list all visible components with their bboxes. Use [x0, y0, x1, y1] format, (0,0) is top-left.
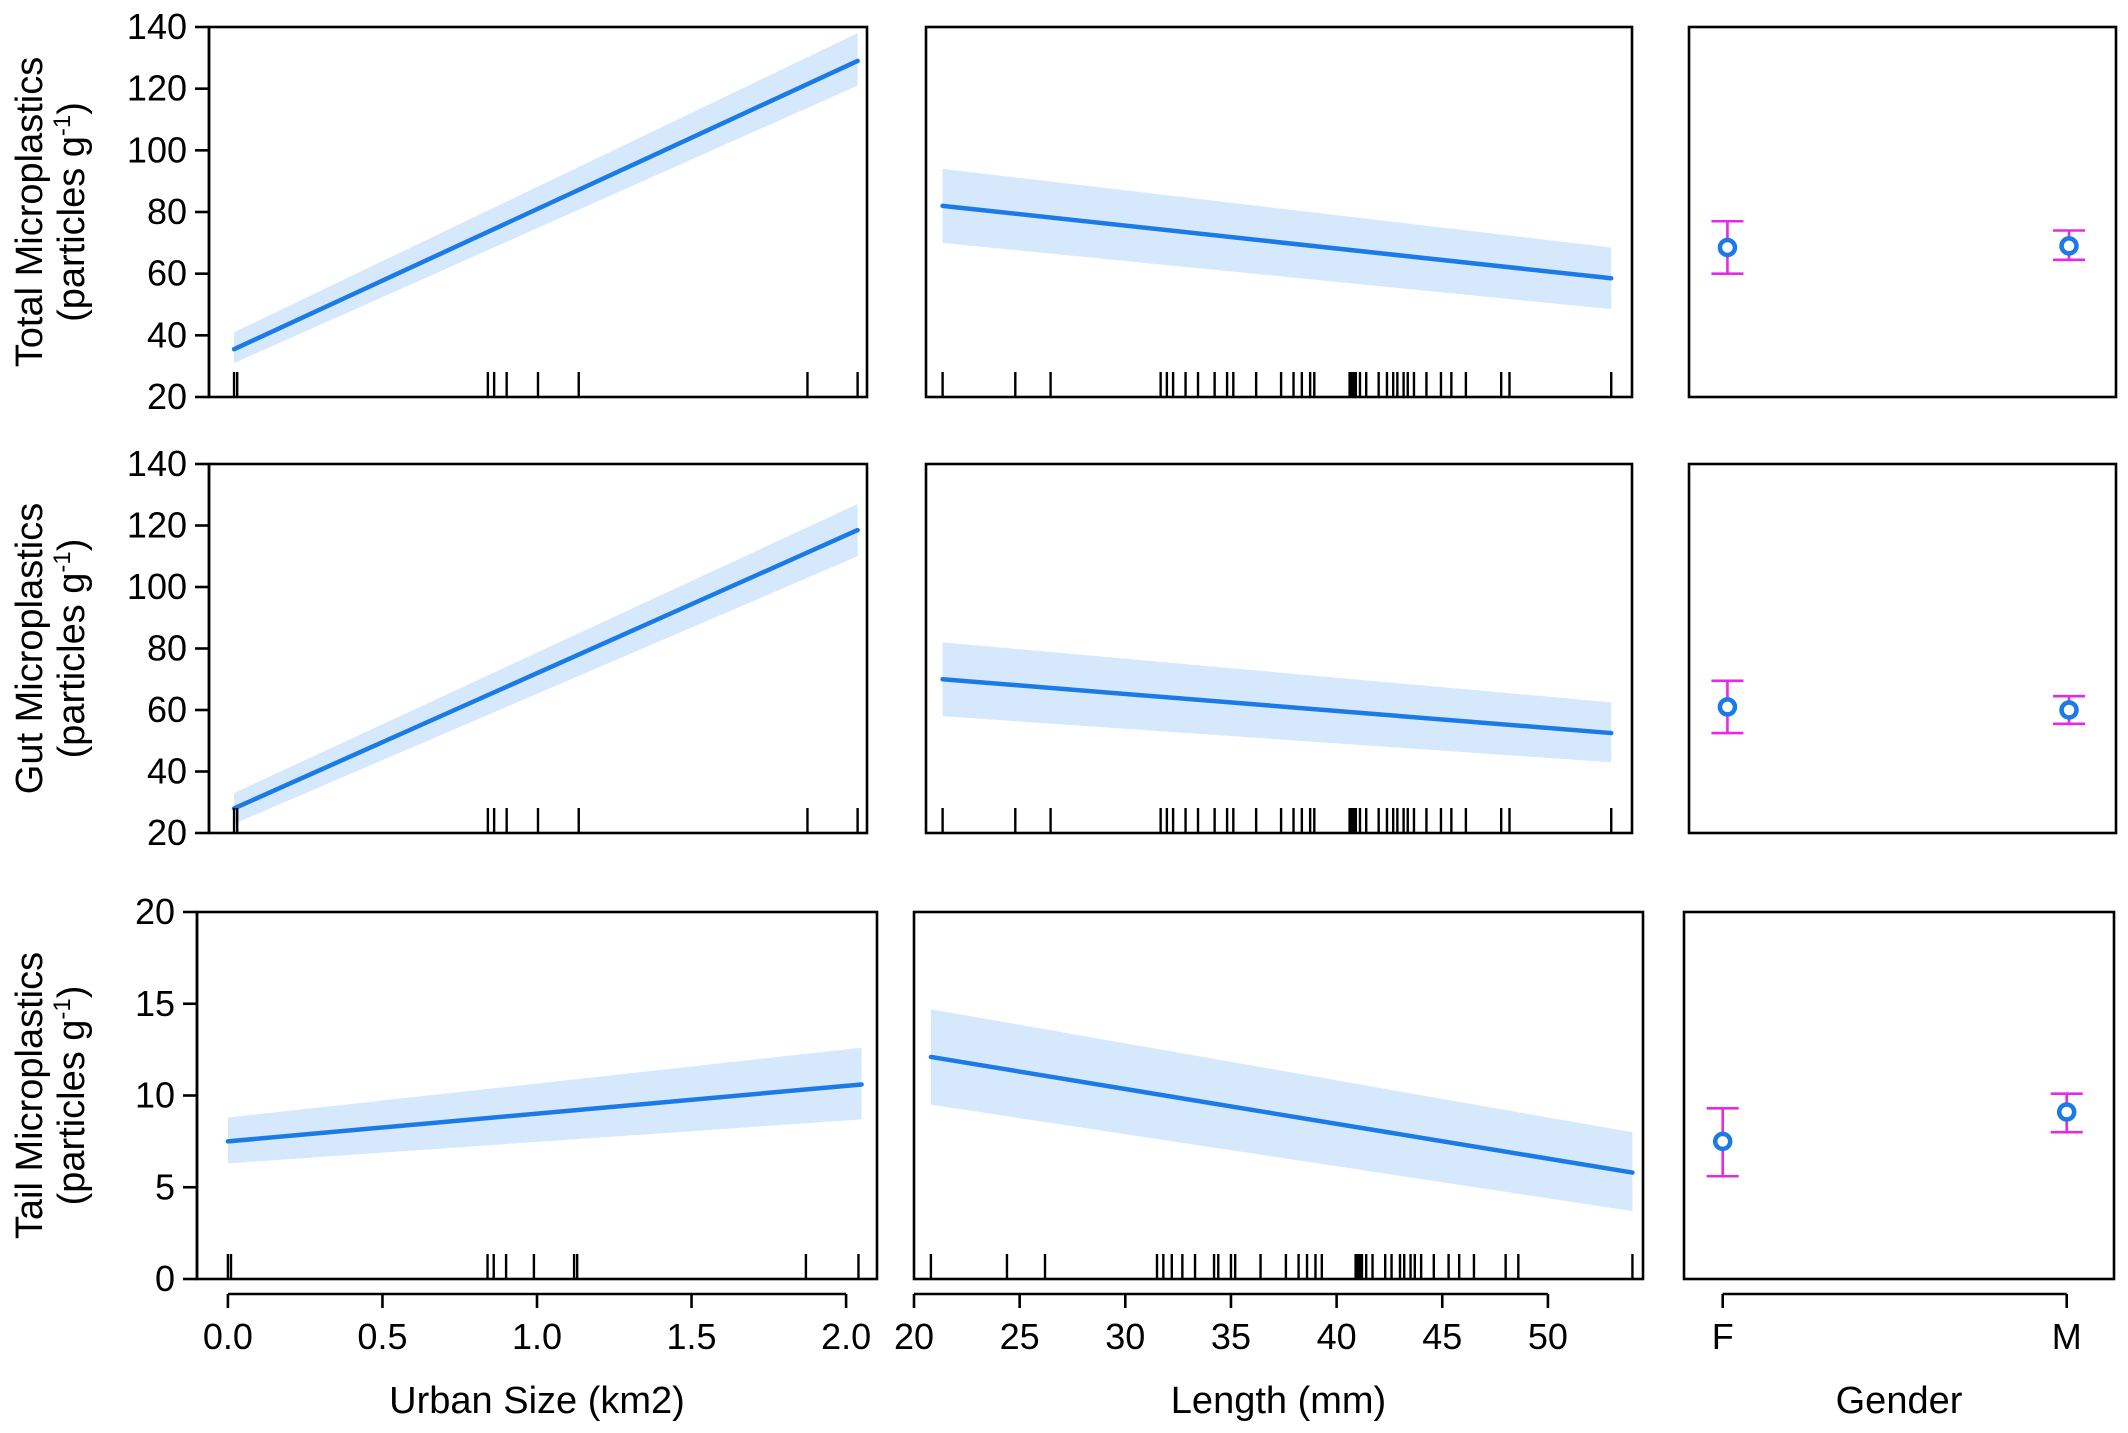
mean-point: [1717, 697, 1738, 717]
x-tick-label: 1.5: [667, 1316, 717, 1357]
y-axis-row-2: 0 5 10 15 20 Tail Microplastics (particles g-1…: [9, 891, 199, 1299]
y-tick-label: 80: [147, 191, 187, 232]
panel-1-gender: [1687, 462, 2118, 835]
panel-2-urban: [195, 910, 879, 1281]
x-axis-title-urban: Urban Size (km2): [389, 1380, 685, 1422]
y-tick-label: 140: [127, 6, 187, 47]
y-tick-label: 100: [127, 566, 187, 607]
y-tick-label: 120: [127, 505, 187, 546]
fit-line: [231, 527, 860, 811]
y-tick-label: 60: [147, 689, 187, 730]
fit-line: [928, 1054, 1635, 1175]
y-axis-unit: (particles g-1): [49, 539, 93, 759]
y-tick-label: 40: [147, 314, 187, 355]
y-tick-label: 10: [135, 1075, 175, 1116]
panel-frame: [1682, 910, 2116, 1281]
x-tick-label: F: [1712, 1316, 1734, 1357]
y-axis-title: Gut Microplastics: [9, 503, 51, 794]
x-tick-label: 30: [1105, 1316, 1145, 1357]
y-axis-unit: (particles g-1): [49, 102, 93, 322]
gender-point-M: [2050, 1092, 2083, 1134]
y-tick-label: 20: [147, 376, 187, 417]
x-tick-label: 40: [1317, 1316, 1357, 1357]
fit-line: [231, 58, 860, 352]
panel-frame: [912, 910, 1645, 1281]
gender-point-F: [1711, 219, 1744, 275]
y-tick-label: 15: [135, 983, 175, 1024]
y-tick-label: 0: [155, 1258, 175, 1299]
panel-1-urban: [207, 462, 869, 835]
gender-point-F: [1706, 1107, 1739, 1178]
y-axis-title: Total Microplastics: [9, 57, 51, 367]
confidence-band: [942, 642, 1612, 763]
x-tick-label: 1.0: [512, 1316, 562, 1357]
panel-frame: [924, 462, 1634, 835]
y-tick-label: 60: [147, 253, 187, 294]
y-tick-label: 40: [147, 751, 187, 792]
panel-0-length: [924, 25, 1634, 399]
confidence-band: [227, 1047, 862, 1164]
x-tick-label: 25: [1000, 1316, 1040, 1357]
confidence-band: [930, 1009, 1633, 1212]
x-tick-label: 45: [1422, 1316, 1462, 1357]
confidence-band: [942, 168, 1612, 310]
x-axis-urban: 0.0 0.5 1.0 1.5 2.0 Urban Size (km2): [203, 1292, 871, 1422]
gender-point-M: [2053, 694, 2086, 726]
y-axis-row-1: 20 40 60 80 100 120 140 Gut Microplastics (parti…: [9, 443, 211, 853]
x-tick-label: M: [2052, 1316, 2082, 1357]
x-tick-label: 0.0: [203, 1316, 253, 1357]
x-tick-label: 50: [1528, 1316, 1568, 1357]
mean-point: [1717, 237, 1738, 258]
mean-point: [2059, 700, 2079, 720]
y-tick-label: 20: [147, 812, 187, 853]
gender-point-M: [2053, 229, 2086, 262]
confidence-band: [234, 503, 858, 824]
panel-0-urban: [207, 25, 869, 399]
x-tick-label: 0.5: [357, 1316, 407, 1357]
panel-2-length: [912, 910, 1645, 1281]
fit-line: [225, 1082, 864, 1144]
y-axis-row-0: 20 40 60 80 100 120 140 Total Microplastics (par…: [9, 6, 211, 417]
y-tick-label: 80: [147, 628, 187, 669]
fit-line: [940, 203, 1614, 281]
confidence-band: [234, 33, 858, 364]
y-tick-label: 140: [127, 443, 187, 484]
x-axis-title-length: Length (mm): [1171, 1380, 1386, 1422]
mean-point: [2059, 236, 2079, 256]
panel-0-gender: [1687, 25, 2118, 399]
panel-frame: [924, 25, 1634, 399]
x-axis-length: 20 25 30 35 40 45 50 Length (mm): [894, 1292, 1568, 1422]
x-axis-gender: F M Gender: [1712, 1292, 2082, 1422]
mean-point: [1712, 1131, 1733, 1152]
mean-point: [2056, 1102, 2077, 1122]
y-axis-unit: (particles g-1): [49, 986, 93, 1206]
y-tick-label: 100: [127, 129, 187, 170]
panel-2-gender: [1682, 910, 2116, 1281]
x-tick-label: 2.0: [821, 1316, 871, 1357]
y-tick-label: 20: [135, 891, 175, 932]
x-tick-label: 35: [1211, 1316, 1251, 1357]
fit-line: [940, 677, 1614, 736]
gender-point-F: [1711, 679, 1744, 735]
y-axis-title: Tail Microplastics: [9, 952, 51, 1239]
panel-frame: [1687, 462, 2118, 835]
panel-1-length: [924, 462, 1634, 835]
panel-frame: [1687, 25, 2118, 399]
x-tick-label: 20: [894, 1316, 934, 1357]
y-tick-label: 120: [127, 68, 187, 109]
y-tick-label: 5: [155, 1166, 175, 1207]
x-axis-title-gender: Gender: [1836, 1380, 1963, 1422]
